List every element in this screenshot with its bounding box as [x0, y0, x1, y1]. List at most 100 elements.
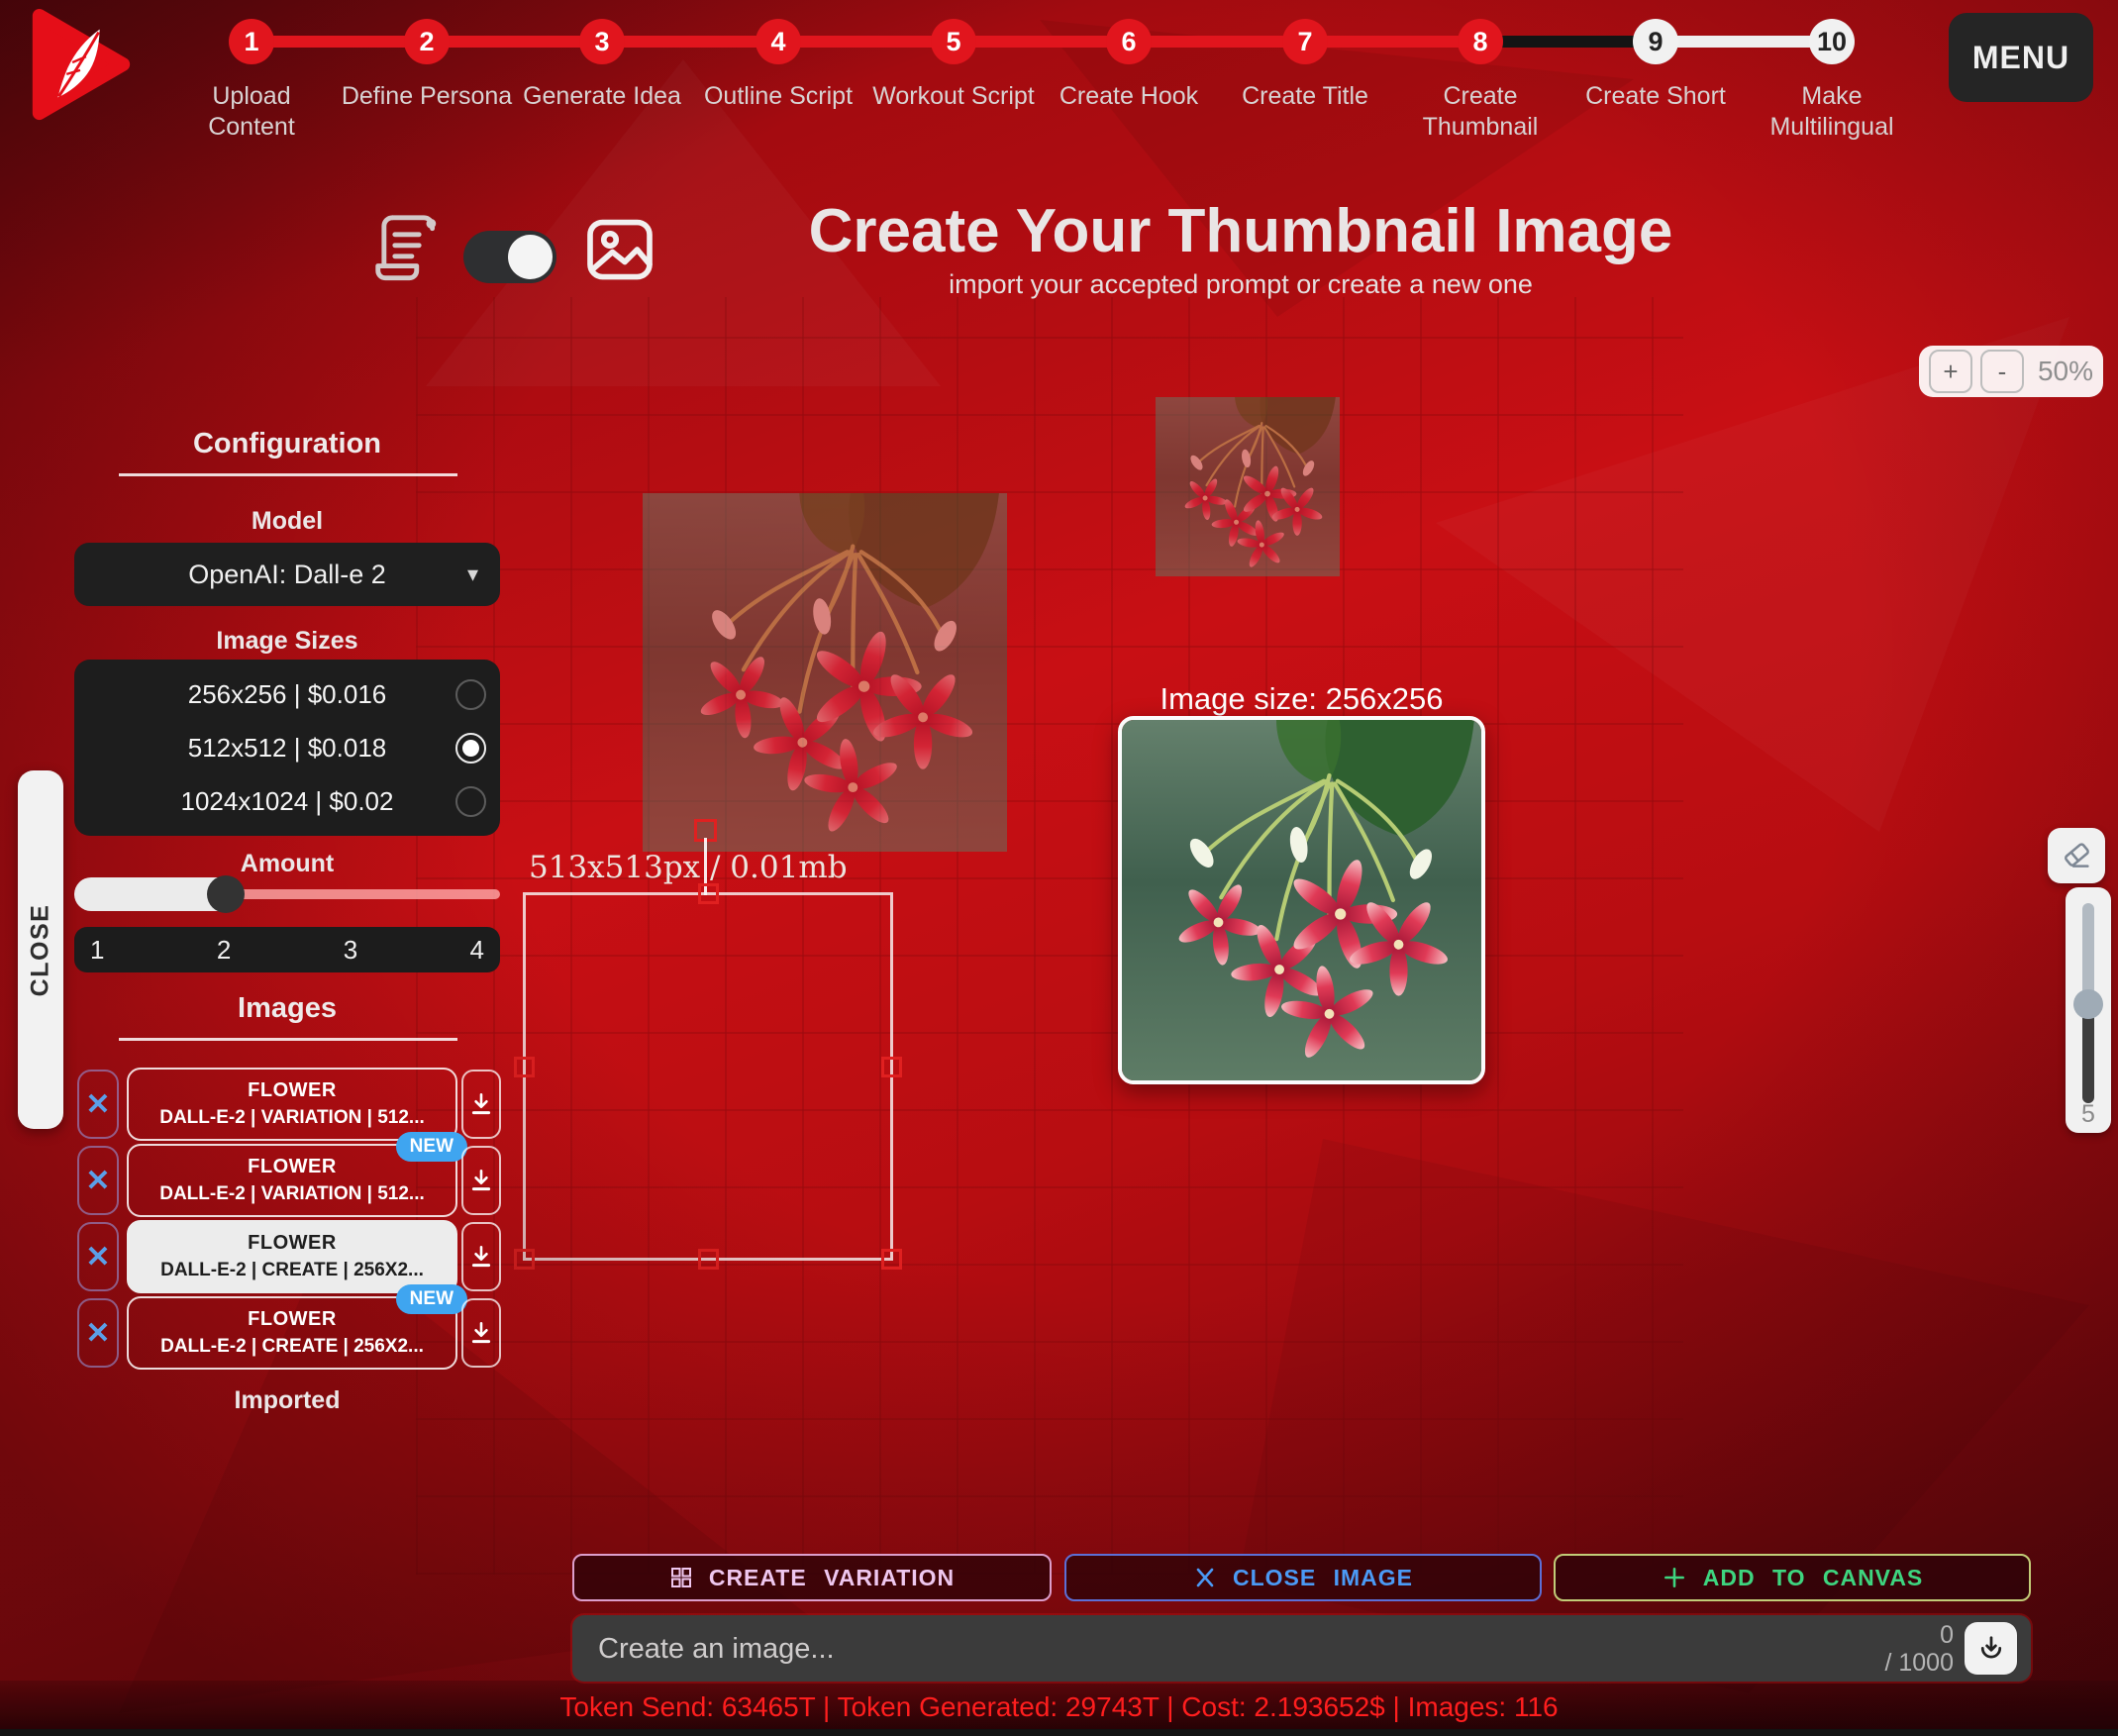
canvas-image-small[interactable] [1156, 397, 1340, 576]
close-panel-tab[interactable]: CLOSE [18, 770, 63, 1129]
tick-1: 1 [90, 934, 105, 965]
canvas-image-large[interactable] [643, 493, 1007, 852]
step-circle-2[interactable]: 2 [404, 19, 450, 64]
image-sizes-label: Image Sizes [216, 627, 358, 655]
vslider-track-bottom [2082, 1004, 2094, 1103]
new-badge: NEW [395, 1284, 467, 1314]
selection-rectangle[interactable] [514, 883, 902, 1270]
selection-handle-top-mid[interactable] [698, 883, 719, 904]
stepper-line-todo [1656, 36, 1832, 48]
image-row: ✕ FLOWER DALL-E-2 | CREATE | 256X2... NE… [77, 1284, 501, 1370]
download-image-button[interactable] [461, 1298, 501, 1368]
eraser-tool-button[interactable] [2048, 828, 2105, 883]
amount-slider[interactable] [74, 875, 500, 913]
create-variation-button[interactable]: CREATE VARIATION [572, 1554, 1052, 1601]
radio-icon[interactable] [455, 785, 486, 817]
step-circle-9[interactable]: 9 [1633, 19, 1678, 64]
x-icon: ✕ [85, 1164, 111, 1197]
remove-image-button[interactable]: ✕ [77, 1298, 119, 1368]
size-option-1024[interactable]: 1024x1024 | $0.02 [74, 775, 500, 827]
selection-handle-bottom-left[interactable] [514, 1249, 535, 1270]
selection-handle-mid-left[interactable] [514, 1057, 535, 1077]
brush-size-slider[interactable]: 5 [2066, 887, 2111, 1133]
zoom-control: + - 50% [1919, 346, 2103, 397]
image-card[interactable]: FLOWER DALL-E-2 | VARIATION | 512... [127, 1068, 457, 1141]
configuration-rule [119, 473, 457, 476]
mode-toggle[interactable] [463, 231, 556, 283]
step-circle-8[interactable]: 8 [1458, 19, 1503, 64]
bottom-bar [0, 1729, 2118, 1736]
page-subtitle: import your accepted prompt or create a … [949, 269, 1533, 299]
image-card-selected[interactable]: FLOWER DALL-E-2 | CREATE | 256X2... [127, 1220, 457, 1293]
step-label-create-title: Create Title [1242, 82, 1368, 110]
tick-2: 2 [216, 934, 232, 965]
slider-knob[interactable] [207, 875, 245, 913]
plus-icon [1664, 1568, 1684, 1587]
step-label-create-thumbnail: Create Thumbnail [1422, 82, 1539, 142]
step-circle-4[interactable]: 4 [756, 19, 801, 64]
prompt-input[interactable] [572, 1615, 1828, 1684]
image-mode-icon[interactable] [580, 210, 659, 291]
download-icon [471, 1169, 491, 1191]
selection-handle-bottom-right[interactable] [881, 1249, 902, 1270]
download-image-button[interactable] [461, 1070, 501, 1139]
send-prompt-button[interactable] [1965, 1622, 2017, 1675]
model-label: Model [251, 507, 324, 535]
selection-handle-bottom-mid[interactable] [698, 1249, 719, 1270]
configuration-title: Configuration [192, 428, 382, 460]
download-image-button[interactable] [461, 1146, 501, 1215]
char-limit: / 1000 [1884, 1648, 1954, 1677]
amount-label: Amount [240, 850, 335, 877]
remove-image-button[interactable]: ✕ [77, 1222, 119, 1291]
menu-button[interactable]: MENU [1949, 13, 2093, 102]
x-icon: ✕ [85, 1087, 111, 1121]
image-card[interactable]: FLOWER DALL-E-2 | VARIATION | 512... NEW [127, 1132, 467, 1217]
step-circle-6[interactable]: 6 [1106, 19, 1152, 64]
image-row: ✕ FLOWER DALL-E-2 | VARIATION | 512... [77, 1068, 501, 1141]
zoom-out-button[interactable]: - [1980, 350, 2024, 393]
step-circle-10[interactable]: 10 [1809, 19, 1855, 64]
download-icon [471, 1245, 491, 1268]
x-icon: ✕ [85, 1240, 111, 1274]
step-circle-5[interactable]: 5 [931, 19, 976, 64]
new-badge: NEW [395, 1132, 467, 1162]
size-option-256[interactable]: 256x256 | $0.016 [74, 668, 500, 720]
download-icon [471, 1321, 491, 1344]
size-option-512[interactable]: 512x512 | $0.018 [74, 722, 500, 773]
radio-icon[interactable] [455, 678, 486, 710]
images-title: Images [238, 992, 337, 1024]
preview-size-label: Image size: 256x256 [1160, 681, 1444, 716]
step-circle-3[interactable]: 3 [579, 19, 625, 64]
script-mode-icon[interactable] [368, 208, 446, 293]
usage-status-text: Token Send: 63465T | Token Generated: 29… [559, 1691, 1559, 1722]
close-image-button[interactable]: CLOSE IMAGE [1064, 1554, 1542, 1601]
vslider-knob[interactable] [2073, 989, 2103, 1019]
page-title: Create Your Thumbnail Image [808, 197, 1673, 265]
step-circle-7[interactable]: 7 [1282, 19, 1328, 64]
selection-handle-mid-right[interactable] [881, 1057, 902, 1077]
amount-ticks: 1 2 3 4 [74, 927, 500, 972]
download-image-button[interactable] [461, 1222, 501, 1291]
x-icon: ✕ [85, 1316, 111, 1350]
download-icon [471, 1092, 491, 1115]
step-label-make-multilingual: Make Multilingual [1769, 82, 1894, 142]
close-x-icon [1196, 1568, 1214, 1587]
remove-image-button[interactable]: ✕ [77, 1070, 119, 1139]
step-label-upload-content: Upload Content [208, 82, 295, 142]
feather-logo-icon[interactable] [22, 6, 139, 123]
radio-icon-selected[interactable] [455, 732, 486, 764]
toggle-knob [508, 235, 553, 279]
image-card[interactable]: FLOWER DALL-E-2 | CREATE | 256X2... NEW [127, 1284, 467, 1370]
model-select[interactable]: OpenAI: Dall-e 2 ▾ [74, 543, 500, 606]
remove-image-button[interactable]: ✕ [77, 1146, 119, 1215]
image-row: ✕ FLOWER DALL-E-2 | VARIATION | 512... N… [77, 1132, 501, 1217]
tick-4: 4 [469, 934, 484, 965]
tick-3: 3 [343, 934, 358, 965]
image-row: ✕ FLOWER DALL-E-2 | CREATE | 256X2... [77, 1220, 501, 1293]
eraser-icon [2065, 843, 2089, 868]
zoom-in-button[interactable]: + [1929, 350, 1972, 393]
import-arrow-icon [1980, 1635, 2001, 1658]
add-to-canvas-button[interactable]: ADD TO CANVAS [1554, 1554, 2031, 1601]
step-circle-1[interactable]: 1 [229, 19, 274, 64]
